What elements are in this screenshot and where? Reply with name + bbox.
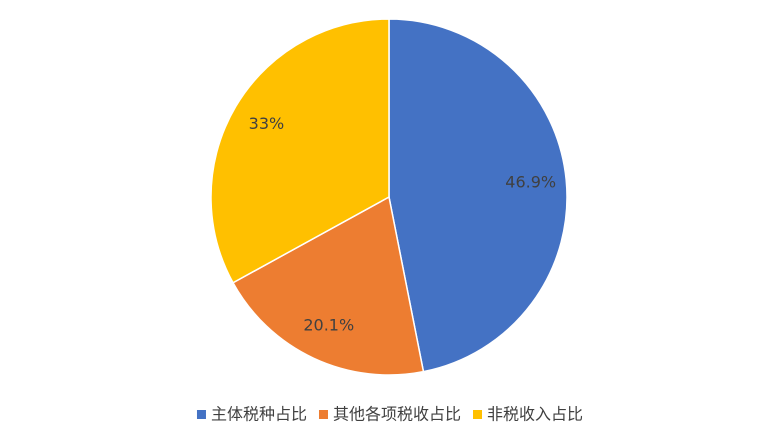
legend-label: 其他各项税收占比 xyxy=(333,405,461,424)
data-label: 46.9% xyxy=(505,173,556,192)
data-label: 33% xyxy=(249,114,285,133)
pie-slice xyxy=(388,18,568,373)
legend-label: 非税收入占比 xyxy=(487,405,583,424)
legend-marker xyxy=(318,410,328,419)
data-label: 20.1% xyxy=(303,316,354,335)
pie-slice xyxy=(231,195,425,376)
pie-slice xyxy=(210,18,390,284)
legend-label: 主体税种占比 xyxy=(211,405,307,424)
legend-marker xyxy=(196,410,206,419)
legend-marker xyxy=(473,410,483,419)
